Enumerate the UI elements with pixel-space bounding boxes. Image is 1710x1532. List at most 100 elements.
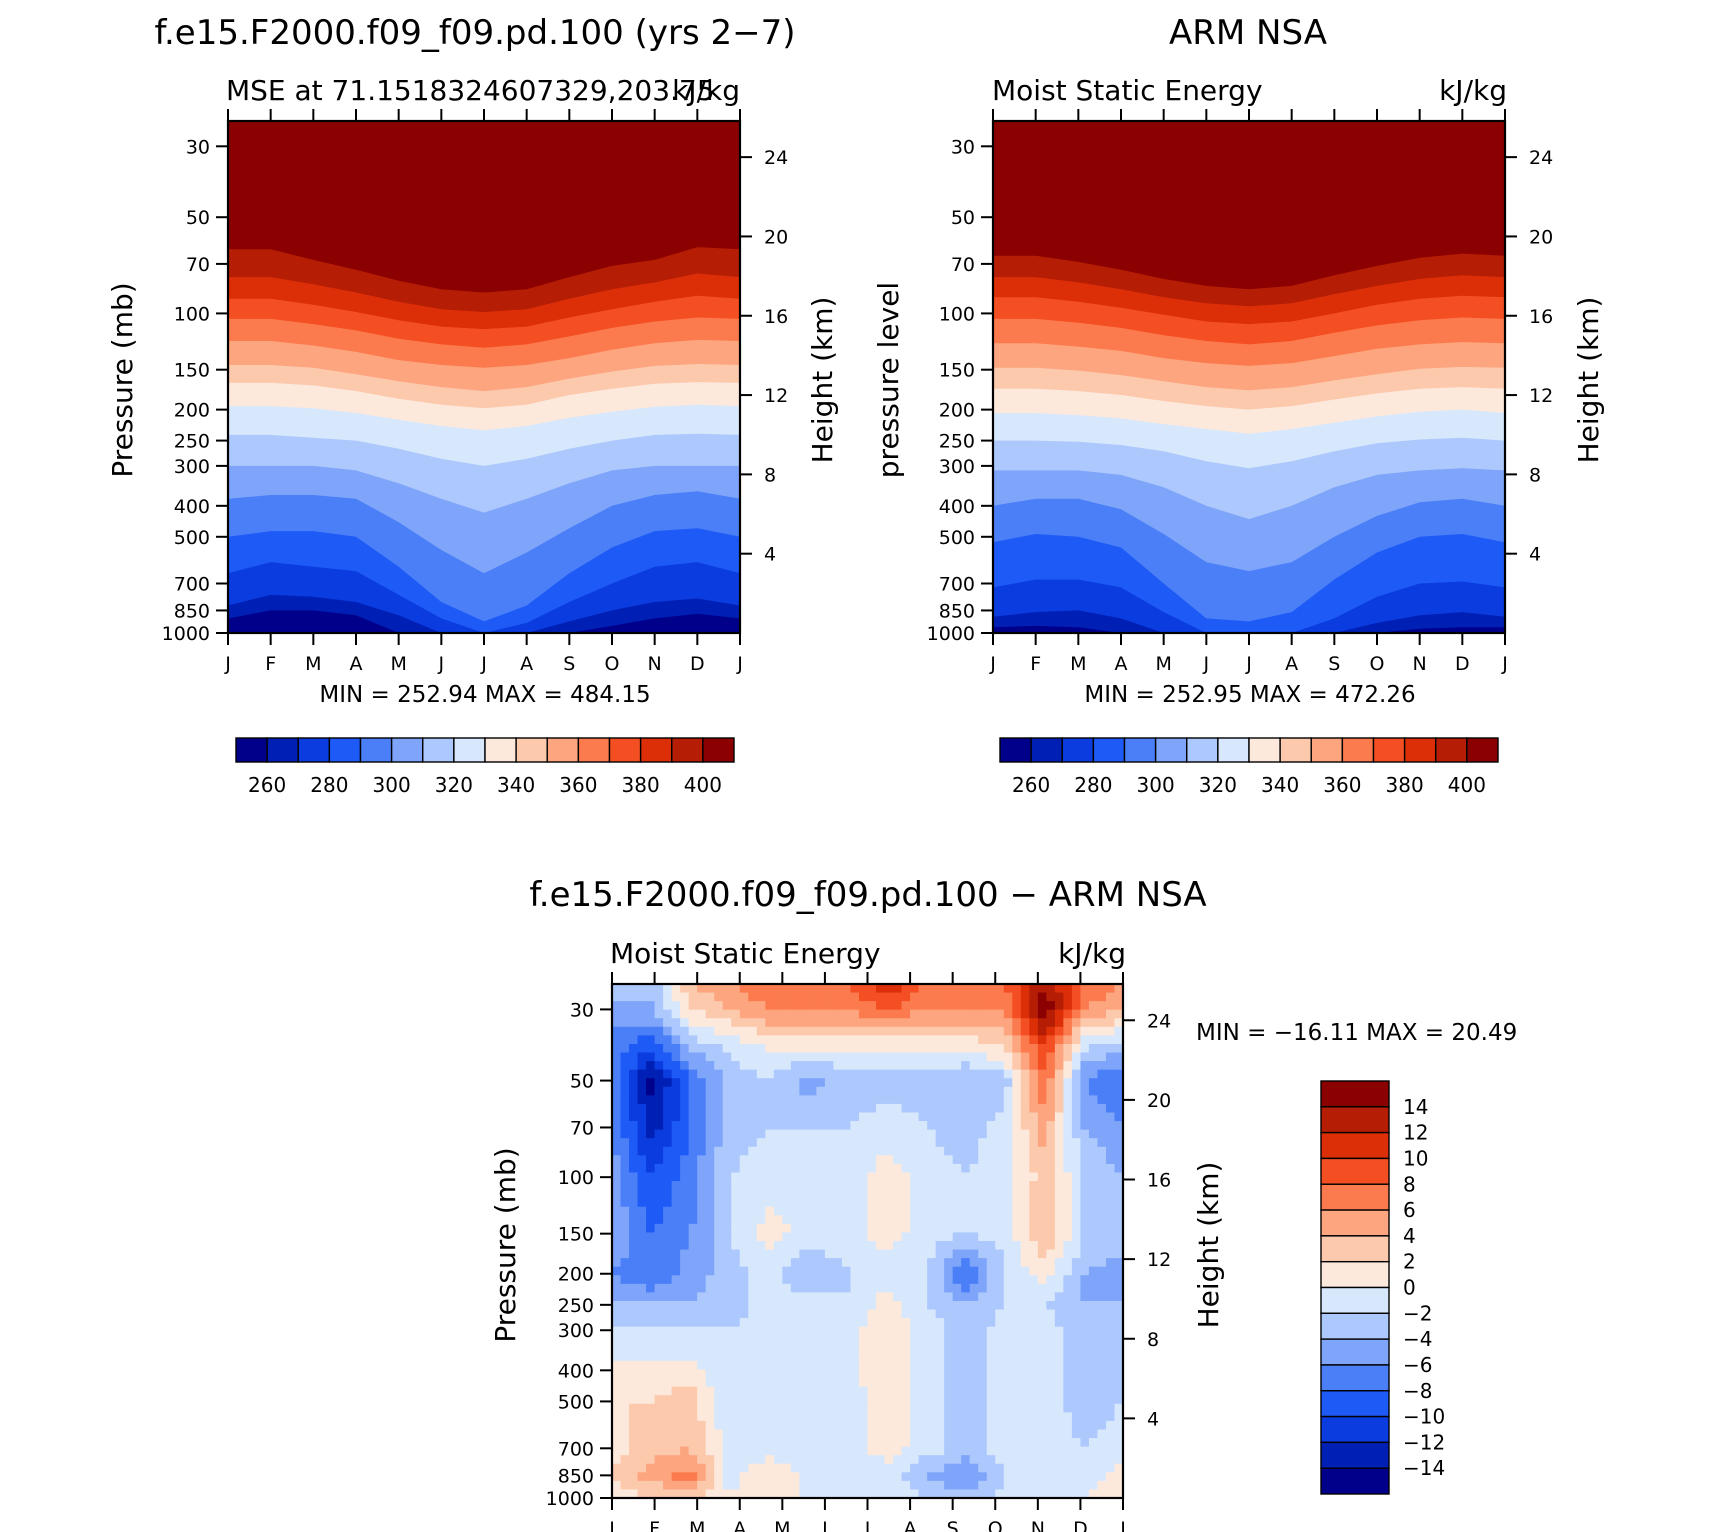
- p3-cell: [1046, 1155, 1056, 1165]
- p3-cell: [680, 1420, 690, 1431]
- p3-cell: [637, 1309, 647, 1319]
- p3-cell: [1046, 1455, 1056, 1465]
- p3-cell: [867, 1463, 877, 1473]
- p3-cell: [1046, 1463, 1056, 1473]
- p3-cell: [1029, 1103, 1039, 1114]
- p3-cell: [654, 1480, 664, 1491]
- p3-cell: [663, 1360, 673, 1371]
- p3-cell: [1088, 992, 1099, 1002]
- p3-cell: [995, 1326, 1005, 1336]
- p2-cb-swatch: [999, 737, 1032, 763]
- p3-cell: [858, 1052, 869, 1062]
- p3-cb-swatch: [1320, 1235, 1390, 1263]
- p3-cell: [961, 1095, 971, 1105]
- p3-cell: [841, 1429, 852, 1439]
- p3-cell: [731, 1129, 741, 1139]
- p3-cell: [1012, 1480, 1022, 1491]
- p3-cell: [748, 1223, 758, 1234]
- p3-cell: [841, 1352, 852, 1362]
- p3-cell: [961, 1455, 971, 1465]
- p3-cell: [1063, 1043, 1073, 1054]
- p3-cell: [1063, 1078, 1073, 1088]
- p3-cell: [1003, 1378, 1013, 1388]
- p3-cell: [995, 1446, 1005, 1456]
- p3-cell: [620, 1129, 630, 1139]
- p2-xtick-label: M: [1155, 653, 1171, 675]
- p3-cell: [722, 1009, 732, 1019]
- p3-cell: [858, 1009, 869, 1019]
- p3-cell: [680, 1181, 690, 1191]
- p3-cell: [807, 1223, 817, 1234]
- p3-cell: [1054, 1275, 1064, 1285]
- p3-cell: [663, 1266, 673, 1276]
- p3-cell: [1012, 1086, 1022, 1096]
- p3-cell: [773, 1112, 783, 1122]
- p3-cell: [893, 1326, 903, 1336]
- p3-cell: [1037, 1266, 1047, 1276]
- p3-cell: [1071, 1129, 1082, 1139]
- p3-cell: [995, 1249, 1005, 1259]
- p3-cell: [1046, 1103, 1056, 1114]
- p2-cb-label: 320: [1199, 773, 1237, 797]
- p3-cell: [1105, 1061, 1116, 1071]
- p3-cell: [629, 1069, 639, 1079]
- p3-cell: [833, 1283, 843, 1293]
- p3-cell: [680, 1018, 690, 1028]
- p3-cell: [680, 1378, 690, 1388]
- p3-cell: [995, 1275, 1005, 1285]
- p3-cell: [765, 1009, 775, 1019]
- p3-cb-swatch: [1320, 1106, 1390, 1134]
- p3-cell: [722, 1206, 732, 1216]
- p3-cell: [722, 1378, 732, 1388]
- p3-cell: [1063, 1103, 1073, 1114]
- p3-cell: [765, 1480, 775, 1491]
- p3-cell: [969, 1129, 979, 1139]
- p3-cell: [688, 1309, 698, 1319]
- p3-cell: [858, 1318, 869, 1328]
- p3-cell: [833, 1403, 843, 1413]
- p3-cell: [697, 1249, 707, 1259]
- p3-cell: [850, 1198, 860, 1208]
- p3-cell: [918, 1420, 928, 1431]
- p3-ylabel-right: Height (km): [1192, 1162, 1225, 1329]
- p3-cell: [910, 1069, 920, 1079]
- p3-cell: [986, 1386, 996, 1396]
- p3-cell: [901, 1172, 911, 1182]
- p3-cell: [722, 1189, 732, 1199]
- p3-cell: [893, 1446, 903, 1456]
- p3-cell: [799, 1155, 809, 1165]
- p3-cell: [1046, 1232, 1056, 1242]
- p3-cell: [952, 1112, 962, 1122]
- p3-cell: [901, 1472, 911, 1482]
- p3-cell: [1054, 1069, 1064, 1079]
- p3-cell: [935, 1172, 945, 1182]
- p3-cell: [918, 1318, 928, 1328]
- p3-cell: [1046, 1403, 1056, 1413]
- p3-cell: [739, 1455, 749, 1465]
- p3-y2tick-label: 4: [1147, 1408, 1159, 1430]
- p3-cell: [1003, 1018, 1013, 1028]
- p3-cell: [978, 1181, 988, 1191]
- p3-cell: [986, 1146, 996, 1156]
- p3-cell: [884, 1455, 894, 1465]
- p3-cell: [1063, 1369, 1073, 1379]
- p3-cell: [629, 1223, 639, 1234]
- p3-cell: [612, 1069, 622, 1079]
- p3-cell: [858, 1343, 869, 1353]
- p3-cell: [858, 1163, 869, 1174]
- p3-cell: [807, 1078, 817, 1088]
- p3-cell: [969, 1480, 979, 1491]
- p3-cell: [765, 1018, 775, 1028]
- p3-cell: [1063, 1463, 1073, 1473]
- p3-cell: [688, 1429, 698, 1439]
- p3-cell: [816, 1069, 826, 1079]
- p3-cell: [910, 1129, 920, 1139]
- p3-cell: [612, 1146, 622, 1156]
- p3-cell: [637, 1266, 647, 1276]
- p3-cell: [731, 1241, 741, 1251]
- p3-cell: [620, 1403, 630, 1413]
- p3-cell: [1097, 1343, 1107, 1353]
- p3-cell: [705, 992, 715, 1002]
- p3-cell: [961, 1069, 971, 1079]
- p3-cell: [978, 1121, 988, 1131]
